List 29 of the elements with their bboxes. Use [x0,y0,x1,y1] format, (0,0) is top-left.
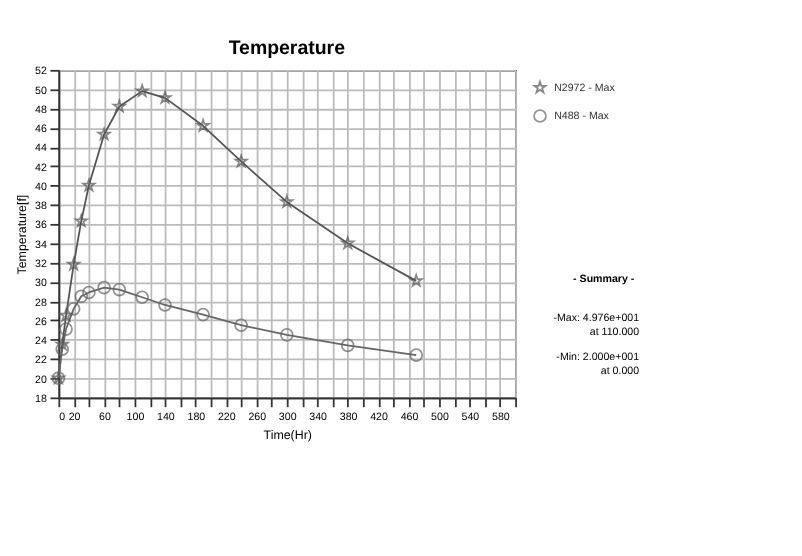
point [158,91,172,104]
point [97,127,111,141]
point [112,282,127,297]
point [55,337,69,351]
chart-title: Temperature [228,37,347,60]
point [66,302,81,316]
point [280,195,294,208]
point [74,289,89,304]
point [82,178,96,192]
point [59,308,73,322]
point [234,318,248,333]
point [59,322,73,336]
point [196,307,210,322]
point [67,257,81,271]
point [234,154,248,168]
point [74,214,88,227]
point [409,274,423,287]
point [112,99,126,113]
point [409,348,424,362]
point [135,84,149,97]
point [341,236,355,250]
point [279,328,294,342]
point [55,342,70,357]
point [135,290,149,305]
point [158,298,172,312]
point [196,118,210,132]
point [97,280,111,295]
point [340,338,355,353]
point [82,285,96,300]
